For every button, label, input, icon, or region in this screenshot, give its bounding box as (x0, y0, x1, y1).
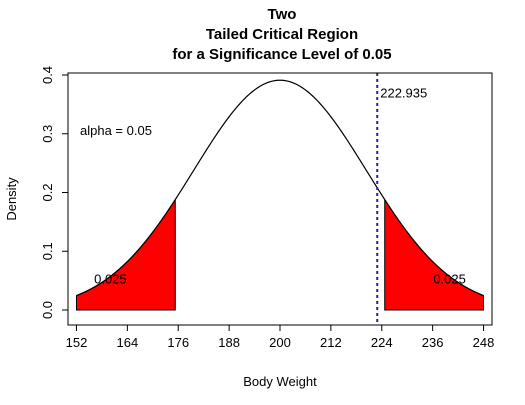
y-tick-label: 0.1 (40, 242, 55, 260)
y-tick-label: 0.0 (40, 301, 55, 319)
x-tick-label: 176 (167, 335, 189, 350)
x-tick-label: 164 (117, 335, 139, 350)
x-tick-label: 224 (371, 335, 393, 350)
y-tick-label: 0.2 (40, 183, 55, 201)
chart-title: Two Tailed Critical Region for a Signifi… (172, 6, 391, 63)
y-axis-label: Density (4, 177, 19, 221)
right-critical-region (384, 197, 485, 311)
title-line-1: Two (268, 6, 297, 23)
x-tick-label: 188 (218, 335, 240, 350)
x-tick-label: 200 (269, 335, 291, 350)
y-axis: 0.0 0.1 0.2 0.3 0.4 (40, 66, 69, 319)
title-line-2: Tailed Critical Region (206, 26, 358, 43)
right-tail-label: 0.025 (433, 272, 466, 287)
y-tick-label: 0.3 (40, 125, 55, 143)
critical-value-label: 222.935 (380, 86, 427, 101)
x-tick-label: 248 (473, 335, 495, 350)
left-tail-label: 0.025 (94, 272, 127, 287)
density-curve (76, 79, 484, 297)
x-tick-label: 212 (320, 335, 342, 350)
title-line-3: for a Significance Level of 0.05 (172, 46, 391, 63)
x-tick-label: 152 (66, 335, 88, 350)
x-axis-label: Body Weight (243, 374, 317, 389)
alpha-annotation: alpha = 0.05 (80, 123, 152, 138)
critical-regions (75, 197, 485, 311)
x-tick-label: 236 (422, 335, 444, 350)
left-critical-region (75, 197, 176, 311)
x-axis: 152 164 176 188 200 212 224 236 248 (66, 324, 495, 350)
y-tick-label: 0.4 (40, 66, 55, 84)
